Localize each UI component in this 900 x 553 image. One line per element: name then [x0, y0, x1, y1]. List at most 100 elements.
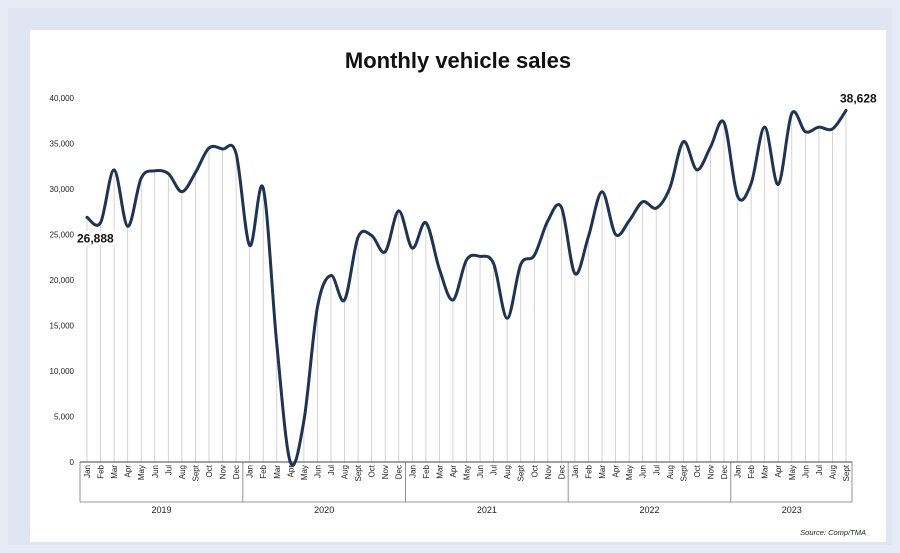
value-annotation: 38,628: [840, 91, 877, 105]
data-point: [627, 219, 631, 223]
y-tick-label: 10,000: [50, 367, 75, 376]
month-label: Mar: [110, 465, 119, 479]
value-annotation: 26,888: [77, 231, 114, 245]
month-label: Apr: [612, 465, 621, 478]
data-point: [194, 171, 197, 174]
series-group: [85, 108, 848, 467]
month-label: Jun: [801, 465, 810, 478]
line-chart: Monthly vehicle sales 0 5,000 10,000 15,000…: [50, 48, 877, 537]
data-point: [790, 112, 793, 115]
year-label: 2020: [314, 505, 334, 515]
month-label: May: [137, 465, 146, 480]
data-point: [167, 172, 170, 175]
data-point: [383, 250, 387, 253]
month-label: Jan: [734, 465, 743, 478]
month-label: Sept: [517, 464, 526, 481]
data-point: [302, 419, 306, 423]
month-label: Jun: [476, 465, 485, 478]
data-point: [736, 195, 739, 198]
chart-title: Monthly vehicle sales: [345, 48, 571, 73]
month-label: Dec: [395, 465, 404, 479]
data-point: [763, 125, 766, 129]
data-point: [248, 244, 251, 247]
data-point: [573, 272, 577, 275]
month-label: Feb: [747, 464, 756, 478]
month-label: Feb: [422, 464, 431, 478]
data-point: [234, 152, 238, 155]
data-point: [533, 254, 536, 257]
data-point: [261, 186, 265, 190]
y-tick-label: 0: [70, 458, 75, 467]
data-point: [600, 190, 604, 193]
month-label: Oct: [368, 464, 377, 477]
y-tick-label: 25,000: [50, 231, 75, 240]
chart-card: Monthly vehicle sales 0 5,000 10,000 15,000…: [30, 30, 886, 542]
month-label: Jul: [652, 465, 661, 475]
month-label: Sept: [354, 464, 363, 481]
chart-frame: Monthly vehicle sales 0 5,000 10,000 15,000…: [8, 8, 892, 545]
month-label: Oct: [693, 464, 702, 477]
y-tick-label: 5,000: [54, 413, 75, 422]
data-point: [560, 206, 563, 209]
data-point: [505, 317, 509, 320]
month-label: Sept: [842, 464, 851, 481]
data-point: [180, 190, 184, 193]
data-point: [411, 246, 414, 250]
data-point: [153, 169, 156, 172]
month-label: May: [463, 465, 472, 480]
data-point: [356, 236, 360, 239]
data-point: [492, 262, 495, 265]
sales-line: [85, 108, 848, 467]
month-label: Dec: [557, 465, 566, 479]
month-label: Jun: [151, 465, 160, 478]
y-tick-label: 30,000: [50, 185, 75, 194]
data-point: [140, 176, 143, 180]
annotations: 26,888 38,628: [75, 91, 877, 246]
data-point: [221, 147, 224, 151]
y-tick-label: 20,000: [50, 276, 75, 285]
month-label: Aug: [341, 465, 350, 479]
source-note: Source: Comp/TMA: [800, 528, 866, 537]
year-label: 2023: [782, 505, 802, 515]
data-point: [804, 130, 807, 133]
data-point: [126, 225, 129, 228]
data-point: [207, 146, 211, 150]
data-point: [370, 234, 373, 237]
data-point: [682, 140, 685, 143]
annotation-backdrop: [75, 231, 121, 246]
month-label: Sept: [679, 464, 688, 481]
month-label: Mar: [435, 465, 444, 479]
data-point: [289, 460, 292, 464]
month-label: Oct: [205, 464, 214, 477]
month-label: Feb: [259, 464, 268, 478]
y-tick-label: 35,000: [50, 140, 75, 149]
month-label: Oct: [530, 464, 539, 477]
month-label: Jun: [639, 465, 648, 478]
month-label: May: [788, 465, 797, 480]
data-point: [519, 263, 522, 266]
data-point: [587, 235, 590, 238]
y-axis: 0 5,000 10,000 15,000 20,000 25,000 30,000 35,0…: [50, 94, 75, 467]
month-label: Aug: [178, 465, 187, 479]
data-point: [465, 258, 468, 262]
data-point: [749, 182, 753, 185]
data-point: [329, 274, 333, 277]
data-point: [438, 267, 441, 271]
data-point: [695, 168, 699, 172]
month-label: Aug: [828, 465, 837, 479]
y-tick-label: 15,000: [50, 322, 75, 331]
year-label: 2021: [477, 505, 497, 515]
month-label: Jul: [490, 465, 499, 475]
month-label: Nov: [381, 465, 390, 479]
month-label: May: [300, 465, 309, 480]
data-point: [451, 298, 455, 302]
data-point: [831, 127, 834, 131]
year-label: 2022: [639, 505, 659, 515]
data-point: [424, 221, 428, 224]
month-label: Jul: [815, 465, 824, 475]
year-label: 2019: [152, 505, 172, 515]
data-point: [112, 168, 116, 172]
data-point: [844, 109, 848, 112]
month-label: Dec: [720, 465, 729, 479]
data-point: [614, 233, 617, 236]
